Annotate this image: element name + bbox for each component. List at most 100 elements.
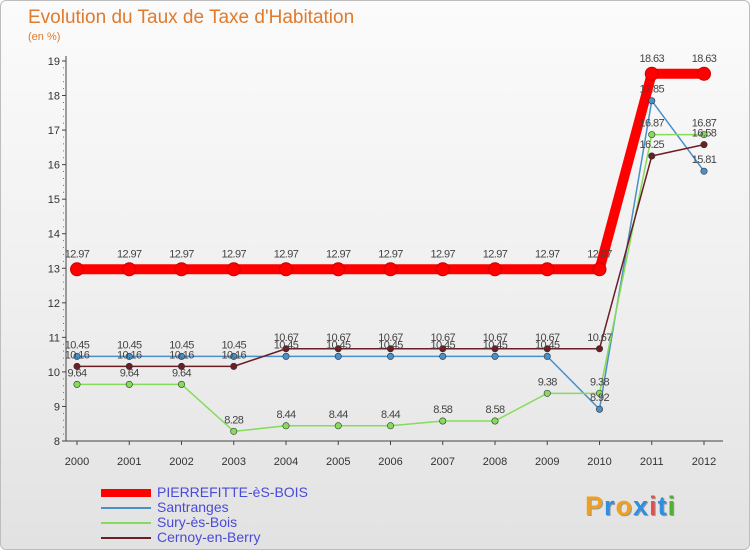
- legend-label-santranges: Santranges: [157, 499, 229, 515]
- data-label-santranges: 10.45: [221, 339, 246, 351]
- data-label-cernoy: 10.67: [378, 332, 403, 344]
- legend-item-pierrefitte[interactable]: PIERREFITTE-èS-BOIS: [101, 485, 308, 500]
- data-point-santranges: [491, 352, 499, 360]
- logo-letter: i: [667, 491, 677, 521]
- data-label-sury: 9.64: [67, 367, 86, 379]
- data-label-santranges: 10.45: [483, 339, 508, 351]
- data-point-pierrefitte: [435, 262, 450, 277]
- logo-letter: r: [604, 491, 616, 521]
- data-point-sury: [386, 422, 394, 430]
- data-point-pierrefitte: [383, 262, 398, 277]
- data-label-santranges: 10.45: [430, 339, 455, 351]
- data-point-cernoy: [230, 362, 238, 370]
- legend-item-sury[interactable]: Sury-ès-Bois: [101, 515, 308, 530]
- data-label-santranges: 10.45: [378, 339, 403, 351]
- data-label-pierrefitte: 12.97: [535, 248, 560, 260]
- data-point-pierrefitte: [697, 66, 711, 81]
- data-label-santranges: 10.45: [535, 339, 560, 351]
- y-tick-label: 9: [54, 401, 60, 413]
- x-tick-label: 2002: [169, 456, 193, 468]
- data-label-pierrefitte: 12.97: [274, 248, 299, 260]
- data-point-santranges: [334, 352, 342, 360]
- data-label-pierrefitte: 18.63: [692, 53, 717, 65]
- data-point-pierrefitte: [488, 262, 502, 277]
- data-point-pierrefitte: [540, 262, 555, 277]
- data-label-sury: 8.28: [224, 414, 243, 426]
- data-label-cernoy: 10.16: [169, 349, 194, 361]
- x-tick-label: 2005: [326, 456, 350, 468]
- data-label-sury: 9.38: [538, 376, 557, 388]
- data-point-santranges: [282, 352, 290, 360]
- y-tick-label: 16: [48, 160, 60, 172]
- y-tick-label: 11: [49, 332, 60, 344]
- data-label-sury: 8.44: [276, 409, 295, 421]
- legend-item-cernoy[interactable]: Cernoy-en-Berry: [101, 530, 308, 545]
- logo-letter: x: [633, 491, 650, 521]
- data-label-santranges: 10.45: [274, 339, 299, 351]
- data-label-cernoy: 10.16: [65, 349, 90, 361]
- data-point-santranges: [178, 352, 186, 360]
- data-label-cernoy: 10.16: [221, 349, 246, 361]
- data-point-sury: [439, 417, 447, 425]
- data-labels: 12.97 12.97 12.97 12.97 12.97 12.97 12.97 12.97…: [65, 53, 718, 427]
- legend-label-cernoy: Cernoy-en-Berry: [157, 529, 261, 545]
- data-label-sury: 8.58: [485, 404, 504, 416]
- data-label-pierrefitte: 12.97: [326, 248, 351, 260]
- data-point-cernoy: [595, 345, 603, 353]
- data-point-santranges: [439, 352, 447, 360]
- data-label-pierrefitte: 12.97: [169, 248, 194, 260]
- data-label-pierrefitte: 12.97: [378, 248, 403, 260]
- data-point-pierrefitte: [226, 262, 241, 277]
- data-label-pierrefitte: 12.97: [117, 248, 142, 260]
- data-point-santranges: [73, 352, 81, 360]
- data-label-cernoy: 10.16: [117, 349, 142, 361]
- data-point-santranges: [700, 167, 708, 175]
- x-tick-label: 2011: [640, 456, 664, 468]
- data-label-cernoy: 10.67: [430, 332, 455, 344]
- data-point-santranges: [543, 352, 551, 360]
- x-tick-label: 2006: [378, 456, 402, 468]
- legend-swatch-cernoy: [101, 536, 151, 539]
- data-point-santranges: [125, 352, 133, 360]
- legend-item-santranges[interactable]: Santranges: [101, 500, 308, 515]
- data-label-pierrefitte: 18.63: [639, 53, 664, 65]
- data-point-cernoy: [282, 345, 290, 353]
- data-point-santranges: [230, 352, 238, 360]
- y-tick-label: 14: [48, 229, 60, 241]
- logo-letter: P: [585, 491, 605, 521]
- proxiti-logo: Proxiti: [585, 491, 676, 522]
- y-tick-label: 18: [48, 91, 60, 103]
- data-label-santranges: 8.92: [590, 392, 609, 404]
- data-point-pierrefitte: [644, 66, 659, 81]
- data-point-cernoy: [125, 362, 133, 370]
- data-label-sury: 8.44: [329, 409, 348, 421]
- logo-letter: t: [657, 491, 668, 521]
- logo-letter: i: [649, 491, 658, 521]
- legend-label-pierrefitte: PIERREFITTE-èS-BOIS: [157, 484, 308, 500]
- y-tick-label: 12: [48, 298, 60, 310]
- x-tick-label: 2009: [535, 456, 559, 468]
- legend-swatch-pierrefitte: [101, 488, 151, 497]
- data-label-sury: 9.64: [172, 367, 191, 379]
- data-point-cernoy: [648, 152, 656, 160]
- data-label-santranges: 10.45: [326, 339, 351, 351]
- data-point-cernoy: [178, 362, 186, 370]
- data-point-sury: [595, 389, 603, 397]
- data-point-sury: [282, 422, 290, 430]
- data-label-cernoy: 16.25: [639, 139, 664, 151]
- data-label-santranges: 10.45: [65, 339, 90, 351]
- data-label-pierrefitte: 12.97: [483, 248, 508, 260]
- data-label-cernoy: 16.58: [692, 128, 717, 140]
- series-line-sury: [77, 133, 704, 433]
- x-tick-label: 2004: [274, 456, 298, 468]
- data-label-sury: 16.87: [639, 118, 664, 130]
- data-point-cernoy: [386, 345, 394, 353]
- x-tick-label: 2007: [431, 456, 455, 468]
- logo-letter: o: [615, 491, 634, 521]
- data-point-santranges: [648, 97, 656, 105]
- y-tick-label: 17: [48, 125, 60, 137]
- y-tick-label: 8: [54, 436, 60, 448]
- series-line-pierrefitte: [77, 68, 704, 275]
- data-label-sury: 8.58: [433, 404, 452, 416]
